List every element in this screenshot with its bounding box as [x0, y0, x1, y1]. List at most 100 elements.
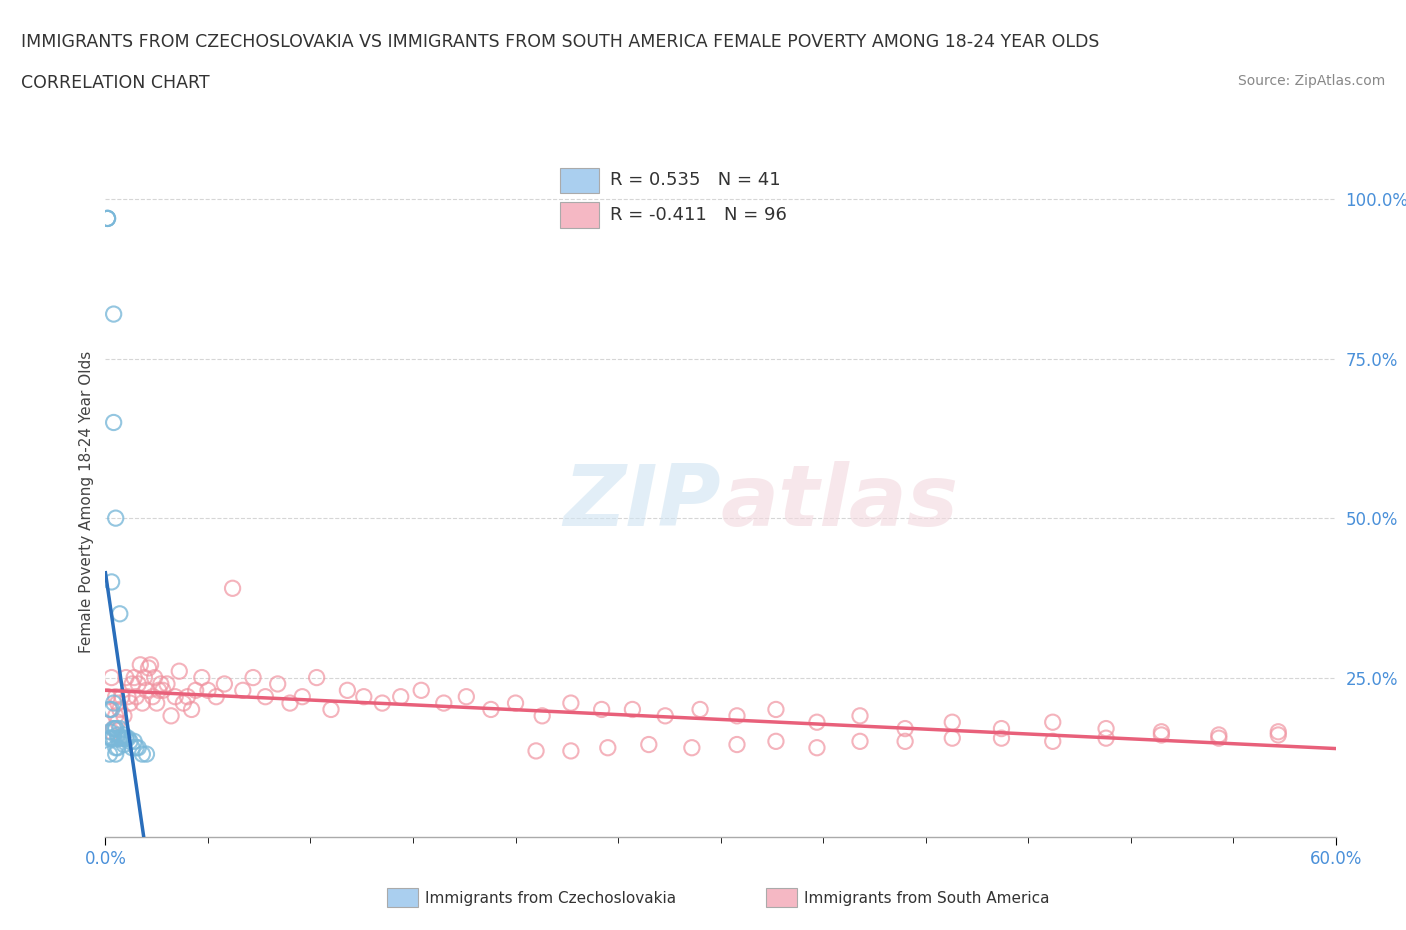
Point: [1095, 721, 1118, 736]
Point: [145, 696, 167, 711]
Point: [104, 511, 127, 525]
Point: [108, 731, 131, 746]
Point: [112, 709, 135, 724]
Point: [125, 689, 148, 704]
Point: [191, 671, 214, 685]
Point: [637, 737, 659, 752]
Point: [117, 731, 139, 746]
Point: [108, 702, 131, 717]
Point: [524, 743, 547, 758]
Point: [353, 689, 375, 704]
Point: [98, 702, 121, 717]
Point: [100, 702, 122, 717]
Point: [111, 731, 134, 746]
Text: R = 0.535   N = 41: R = 0.535 N = 41: [610, 171, 780, 189]
Text: R = -0.411   N = 96: R = -0.411 N = 96: [610, 206, 787, 224]
Point: [456, 689, 478, 704]
Point: [894, 734, 917, 749]
Text: Source: ZipAtlas.com: Source: ZipAtlas.com: [1237, 74, 1385, 88]
Point: [103, 731, 125, 746]
Point: [120, 734, 141, 749]
Point: [411, 683, 433, 698]
Point: [111, 689, 134, 704]
Point: [941, 715, 963, 730]
Point: [96, 211, 118, 226]
Point: [806, 740, 828, 755]
Point: [160, 709, 183, 724]
Point: [254, 689, 277, 704]
Point: [765, 702, 787, 717]
Point: [165, 689, 187, 704]
Point: [103, 696, 125, 711]
Point: [267, 676, 290, 691]
Text: IMMIGRANTS FROM CZECHOSLOVAKIA VS IMMIGRANTS FROM SOUTH AMERICA FEMALE POVERTY A: IMMIGRANTS FROM CZECHOSLOVAKIA VS IMMIGR…: [21, 33, 1099, 50]
Point: [104, 709, 127, 724]
Point: [104, 721, 127, 736]
Point: [152, 683, 174, 698]
Point: [1267, 727, 1289, 742]
Point: [115, 731, 138, 746]
Point: [1042, 715, 1064, 730]
Point: [725, 737, 748, 752]
Point: [98, 731, 121, 746]
Point: [169, 664, 191, 679]
Point: [156, 676, 179, 691]
Point: [172, 696, 194, 711]
Point: [319, 702, 342, 717]
Point: [98, 702, 121, 717]
Point: [596, 740, 619, 755]
Point: [103, 721, 125, 736]
Point: [336, 683, 359, 698]
Point: [560, 743, 582, 758]
Text: ZIP: ZIP: [562, 460, 721, 544]
Point: [894, 721, 917, 736]
Point: [100, 731, 122, 746]
Point: [138, 660, 160, 675]
Point: [278, 696, 301, 711]
Point: [505, 696, 527, 711]
Text: Immigrants from Czechoslovakia: Immigrants from Czechoslovakia: [425, 891, 676, 906]
Point: [1150, 727, 1173, 742]
FancyBboxPatch shape: [560, 203, 599, 228]
Point: [98, 724, 121, 739]
Point: [990, 731, 1012, 746]
Point: [112, 727, 135, 742]
Point: [96, 211, 118, 226]
Point: [1208, 727, 1230, 742]
Point: [100, 724, 122, 739]
Point: [849, 734, 872, 749]
Point: [111, 731, 134, 746]
Point: [197, 683, 219, 698]
Point: [765, 734, 787, 749]
Point: [96, 689, 118, 704]
Point: [221, 581, 243, 596]
Point: [654, 709, 676, 724]
Point: [108, 606, 131, 621]
Point: [232, 683, 254, 698]
Point: [142, 689, 165, 704]
Point: [148, 683, 170, 698]
Point: [1095, 731, 1118, 746]
Point: [104, 747, 127, 762]
Point: [121, 676, 143, 691]
Point: [129, 658, 152, 672]
Point: [104, 721, 127, 736]
Point: [990, 721, 1012, 736]
Point: [127, 676, 149, 691]
Point: [115, 731, 138, 746]
Point: [117, 689, 139, 704]
Point: [103, 415, 125, 430]
Point: [621, 702, 644, 717]
Point: [107, 731, 129, 746]
Point: [122, 734, 145, 749]
Point: [205, 689, 228, 704]
Point: [143, 671, 166, 685]
FancyBboxPatch shape: [560, 167, 599, 193]
Point: [214, 676, 236, 691]
Point: [103, 307, 125, 322]
Point: [131, 747, 153, 762]
Point: [806, 715, 828, 730]
Point: [242, 671, 264, 685]
Point: [1042, 734, 1064, 749]
Point: [131, 696, 153, 711]
